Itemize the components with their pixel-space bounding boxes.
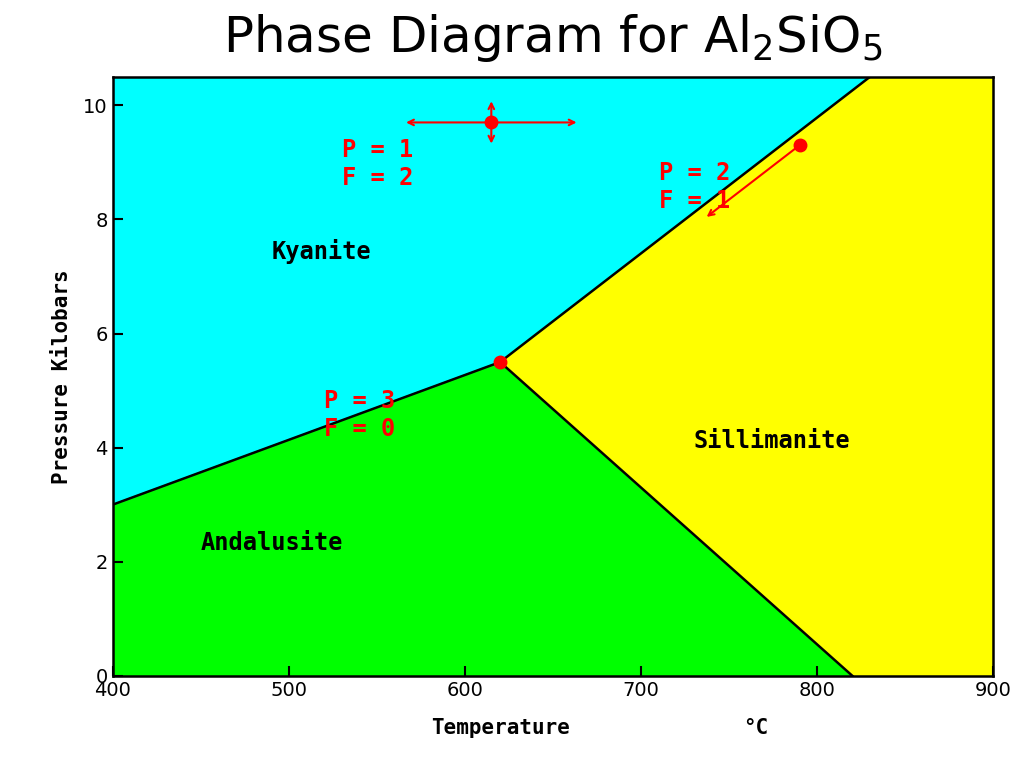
Text: P = 1
F = 2: P = 1 F = 2 xyxy=(342,138,413,190)
Y-axis label: Pressure Kilobars: Pressure Kilobars xyxy=(52,269,72,484)
Polygon shape xyxy=(113,362,852,676)
Polygon shape xyxy=(113,77,870,505)
Text: Kyanite: Kyanite xyxy=(271,240,371,264)
Text: Sillimanite: Sillimanite xyxy=(694,429,851,452)
Polygon shape xyxy=(500,77,993,676)
Text: °C: °C xyxy=(742,718,768,738)
Text: Andalusite: Andalusite xyxy=(201,531,343,555)
Text: P = 2
F = 1: P = 2 F = 1 xyxy=(658,161,730,213)
Title: Phase Diagram for Al$_2$SiO$_5$: Phase Diagram for Al$_2$SiO$_5$ xyxy=(223,12,883,64)
Text: P = 3
F = 0: P = 3 F = 0 xyxy=(324,389,395,442)
Text: Temperature: Temperature xyxy=(431,718,569,738)
